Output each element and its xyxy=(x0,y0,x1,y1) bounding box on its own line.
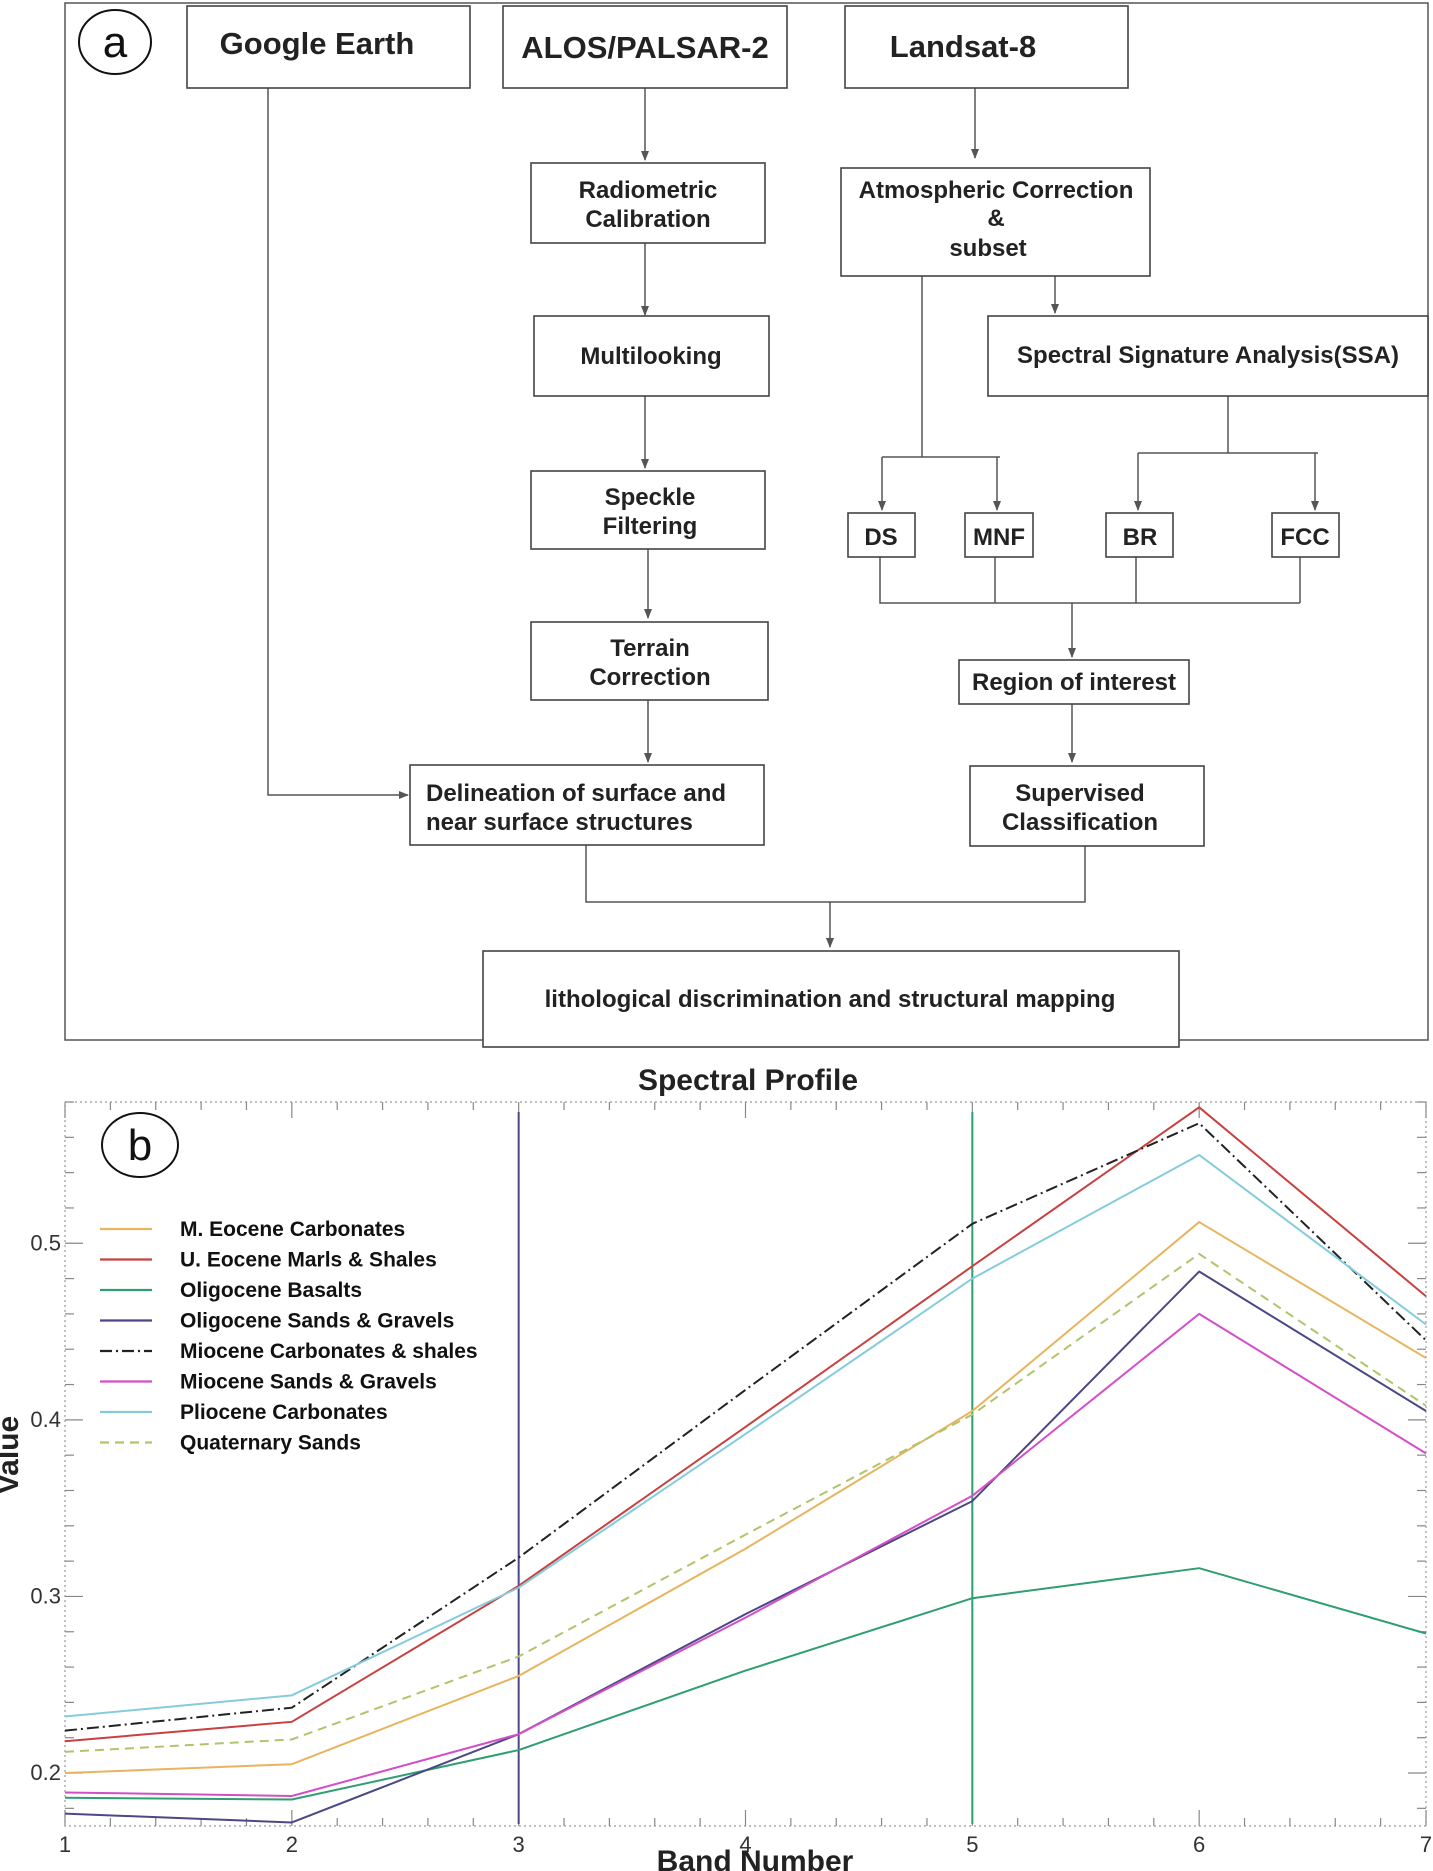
chart-legend: M. Eocene Carbonates U. Eocene Marls & Sh… xyxy=(100,1218,478,1455)
y-tick-label: 0.4 xyxy=(30,1407,61,1432)
chart-ticks xyxy=(64,1101,1427,1826)
node-lithological-mapping: lithological discrimination and structur… xyxy=(482,950,1180,1048)
svg-text:Spectral Signature Analysis(SS: Spectral Signature Analysis(SSA) xyxy=(1017,342,1399,369)
svg-text:Correction: Correction xyxy=(589,664,710,691)
svg-text:FCC: FCC xyxy=(1280,524,1329,551)
legend-label: M. Eocene Carbonates xyxy=(180,1218,405,1241)
node-ds: DS xyxy=(847,512,916,558)
panel-label-a-text: a xyxy=(103,18,128,67)
panel-label-b-text: b xyxy=(128,1121,152,1170)
chart-tick-labels: 1 2 3 4 5 6 7 0.2 0.3 0.4 0.5 xyxy=(30,1230,1432,1857)
svg-text:Google Earth: Google Earth xyxy=(220,26,415,61)
series-line-2 xyxy=(64,1567,1427,1801)
node-alos-palsar: ALOS/PALSAR-2 xyxy=(502,5,788,89)
flowchart-connectors xyxy=(267,88,1319,947)
vertical-markers xyxy=(517,1112,974,1824)
node-radiometric-calibration: Radiometric Calibration xyxy=(530,162,766,244)
y-axis-label: Value xyxy=(0,1416,25,1494)
svg-text:Filtering: Filtering xyxy=(603,513,698,540)
svg-text:MNF: MNF xyxy=(973,524,1025,551)
series-line-6 xyxy=(64,1153,1427,1718)
svg-text:Radiometric: Radiometric xyxy=(579,177,718,204)
plot-area-frame xyxy=(64,1101,1427,1827)
spectral-profile-chart: Spectral Profile 1 2 3 4 5 6 7 0.2 0.3 0.4 0.5 Ban… xyxy=(0,1064,1432,1871)
svg-text:lithological discrimination an: lithological discrimination and structur… xyxy=(545,986,1116,1013)
flowchart-panel: a Google Earth xyxy=(64,2,1429,1048)
legend-label: Oligocene Basalts xyxy=(180,1279,362,1302)
svg-text:Multilooking: Multilooking xyxy=(580,343,721,370)
node-terrain-correction: Terrain Correction xyxy=(530,621,769,701)
panel-label-b: b xyxy=(101,1112,179,1178)
y-tick-label: 0.2 xyxy=(30,1760,61,1785)
series-line-3 xyxy=(64,1270,1427,1824)
svg-text:near surface structures: near surface structures xyxy=(426,809,693,836)
node-landsat: Landsat-8 xyxy=(844,5,1129,89)
svg-text:BR: BR xyxy=(1123,524,1158,551)
node-google-earth: Google Earth xyxy=(186,5,471,89)
node-multilooking: Multilooking xyxy=(533,315,770,397)
y-tick-label: 0.5 xyxy=(30,1230,61,1255)
node-atmospheric-correction: Atmospheric Correction & subset xyxy=(840,167,1151,277)
x-tick-label: 7 xyxy=(1420,1832,1432,1857)
legend-label: Oligocene Sands & Gravels xyxy=(180,1310,454,1333)
x-tick-label: 2 xyxy=(286,1832,298,1857)
x-tick-label: 3 xyxy=(513,1832,525,1857)
svg-text:&: & xyxy=(987,205,1004,232)
node-br: BR xyxy=(1105,512,1174,558)
x-tick-label: 1 xyxy=(59,1832,71,1857)
arrow-merge-to-lithological xyxy=(585,845,1086,947)
node-delineation: Delineation of surface and near surface … xyxy=(409,764,765,846)
node-speckle-filtering: Speckle Filtering xyxy=(530,470,766,550)
node-supervised-classification: Supervised Classification xyxy=(969,765,1205,847)
series-line-0 xyxy=(64,1221,1427,1775)
svg-text:Terrain: Terrain xyxy=(610,635,690,662)
x-tick-label: 4 xyxy=(739,1832,751,1857)
node-region-of-interest: Region of interest xyxy=(958,659,1190,705)
svg-text:Supervised: Supervised xyxy=(1015,780,1144,807)
svg-text:Delineation of surface and: Delineation of surface and xyxy=(426,780,726,807)
series-line-4 xyxy=(64,1122,1427,1732)
x-axis-label: Band Number xyxy=(657,1845,854,1871)
svg-text:Region of interest: Region of interest xyxy=(972,669,1176,696)
node-fcc: FCC xyxy=(1271,512,1340,558)
line-merge-filters xyxy=(879,555,1301,604)
x-tick-label: 6 xyxy=(1193,1832,1205,1857)
arrow-to-br xyxy=(1138,452,1318,510)
svg-text:Calibration: Calibration xyxy=(585,206,710,233)
chart-title: Spectral Profile xyxy=(638,1064,858,1097)
series-line-5 xyxy=(64,1312,1427,1797)
svg-text:subset: subset xyxy=(949,235,1026,262)
node-mnf: MNF xyxy=(964,512,1034,558)
legend-label: Miocene Carbonates & shales xyxy=(180,1340,478,1363)
arrow-google-to-delineation xyxy=(267,88,409,799)
series-line-7 xyxy=(64,1252,1427,1753)
svg-text:Landsat-8: Landsat-8 xyxy=(890,29,1036,64)
series-line-1 xyxy=(64,1106,1427,1743)
arrow-to-ds xyxy=(882,456,1000,510)
svg-text:Classification: Classification xyxy=(1002,809,1158,836)
legend-label: Miocene Sands & Gravels xyxy=(180,1371,437,1394)
svg-text:Speckle: Speckle xyxy=(605,484,696,511)
chart-series xyxy=(64,1106,1427,1824)
legend-label: Pliocene Carbonates xyxy=(180,1401,388,1424)
legend-label: U. Eocene Marls & Shales xyxy=(180,1249,437,1272)
svg-text:ALOS/PALSAR-2: ALOS/PALSAR-2 xyxy=(521,30,768,65)
legend-label: Quaternary Sands xyxy=(180,1432,361,1455)
svg-text:Atmospheric Correction: Atmospheric Correction xyxy=(859,177,1134,204)
panel-label-a: a xyxy=(78,9,152,75)
node-spectral-signature-analysis: Spectral Signature Analysis(SSA) xyxy=(987,315,1429,397)
svg-text:DS: DS xyxy=(864,524,897,551)
x-tick-label: 5 xyxy=(966,1832,978,1857)
y-tick-label: 0.3 xyxy=(30,1583,61,1608)
